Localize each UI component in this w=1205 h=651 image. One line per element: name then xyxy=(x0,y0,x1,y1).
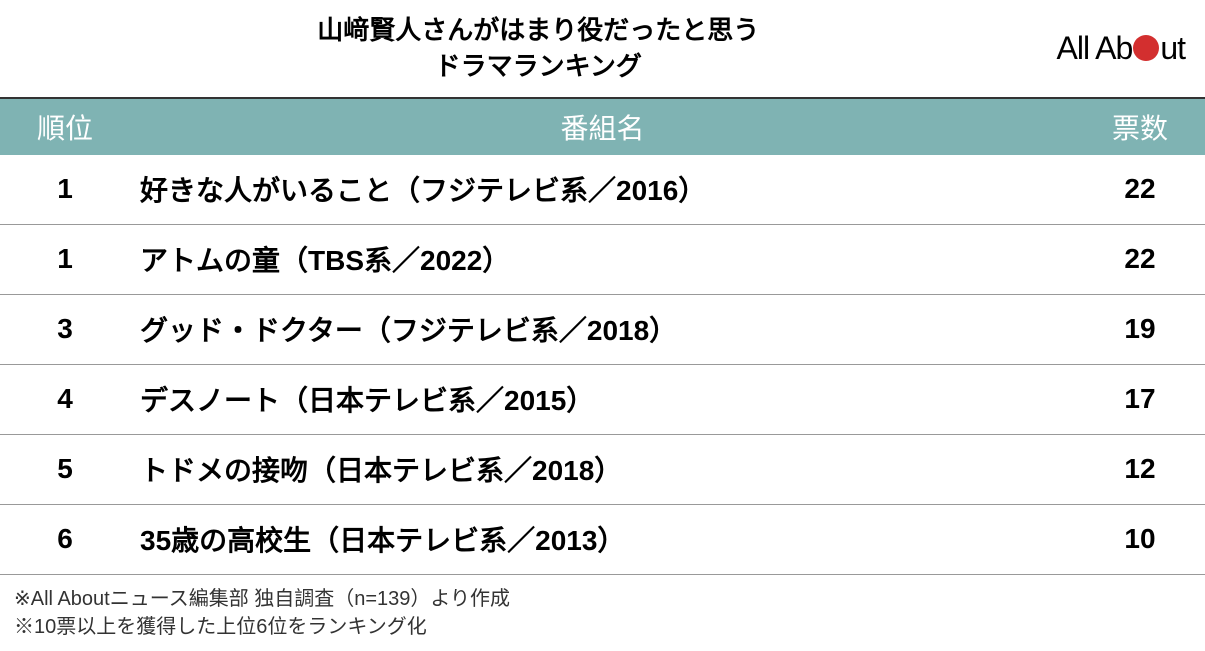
logo-part-1: All Ab xyxy=(1056,30,1132,67)
cell-name: アトムの童（TBS系／2022） xyxy=(130,239,1075,279)
footnote-2: ※10票以上を獲得した上位6位をランキング化 xyxy=(14,613,1191,641)
cell-name: 35歳の高校生（日本テレビ系／2013） xyxy=(130,519,1075,559)
logo-dot-icon xyxy=(1133,35,1159,61)
cell-votes: 17 xyxy=(1075,383,1205,415)
title-block: 山﨑賢人さんがはまり役だったと思う ドラマランキング xyxy=(20,12,1056,85)
cell-rank: 5 xyxy=(0,453,130,485)
column-header-rank: 順位 xyxy=(0,107,130,147)
table-row: 1アトムの童（TBS系／2022）22 xyxy=(0,225,1205,295)
table-row: 3グッド・ドクター（フジテレビ系／2018）19 xyxy=(0,295,1205,365)
table-header: 順位 番組名 票数 xyxy=(0,99,1205,155)
cell-name: トドメの接吻（日本テレビ系／2018） xyxy=(130,449,1075,489)
logo-part-2: ut xyxy=(1160,30,1185,67)
footnotes: ※All Aboutニュース編集部 独自調査（n=139）より作成 ※10票以上… xyxy=(0,575,1205,651)
cell-name: デスノート（日本テレビ系／2015） xyxy=(130,379,1075,419)
header: 山﨑賢人さんがはまり役だったと思う ドラマランキング All Ab ut xyxy=(0,0,1205,99)
table-row: 5トドメの接吻（日本テレビ系／2018）12 xyxy=(0,435,1205,505)
cell-votes: 22 xyxy=(1075,243,1205,275)
cell-votes: 22 xyxy=(1075,173,1205,205)
ranking-container: 山﨑賢人さんがはまり役だったと思う ドラマランキング All Ab ut 順位 … xyxy=(0,0,1205,646)
cell-votes: 10 xyxy=(1075,523,1205,555)
title-line-1: 山﨑賢人さんがはまり役だったと思う xyxy=(20,12,1056,48)
cell-name: グッド・ドクター（フジテレビ系／2018） xyxy=(130,309,1075,349)
cell-votes: 12 xyxy=(1075,453,1205,485)
cell-name: 好きな人がいること（フジテレビ系／2016） xyxy=(130,169,1075,209)
table-row: 1好きな人がいること（フジテレビ系／2016）22 xyxy=(0,155,1205,225)
table-row: 635歳の高校生（日本テレビ系／2013）10 xyxy=(0,505,1205,575)
allabout-logo: All Ab ut xyxy=(1056,30,1185,67)
cell-rank: 4 xyxy=(0,383,130,415)
cell-rank: 6 xyxy=(0,523,130,555)
table-body: 1好きな人がいること（フジテレビ系／2016）221アトムの童（TBS系／202… xyxy=(0,155,1205,575)
cell-votes: 19 xyxy=(1075,313,1205,345)
table-row: 4デスノート（日本テレビ系／2015）17 xyxy=(0,365,1205,435)
cell-rank: 1 xyxy=(0,243,130,275)
title-line-2: ドラマランキング xyxy=(20,48,1056,84)
column-header-votes: 票数 xyxy=(1075,107,1205,147)
footnote-1: ※All Aboutニュース編集部 独自調査（n=139）より作成 xyxy=(14,585,1191,613)
cell-rank: 1 xyxy=(0,173,130,205)
column-header-name: 番組名 xyxy=(130,107,1075,147)
cell-rank: 3 xyxy=(0,313,130,345)
